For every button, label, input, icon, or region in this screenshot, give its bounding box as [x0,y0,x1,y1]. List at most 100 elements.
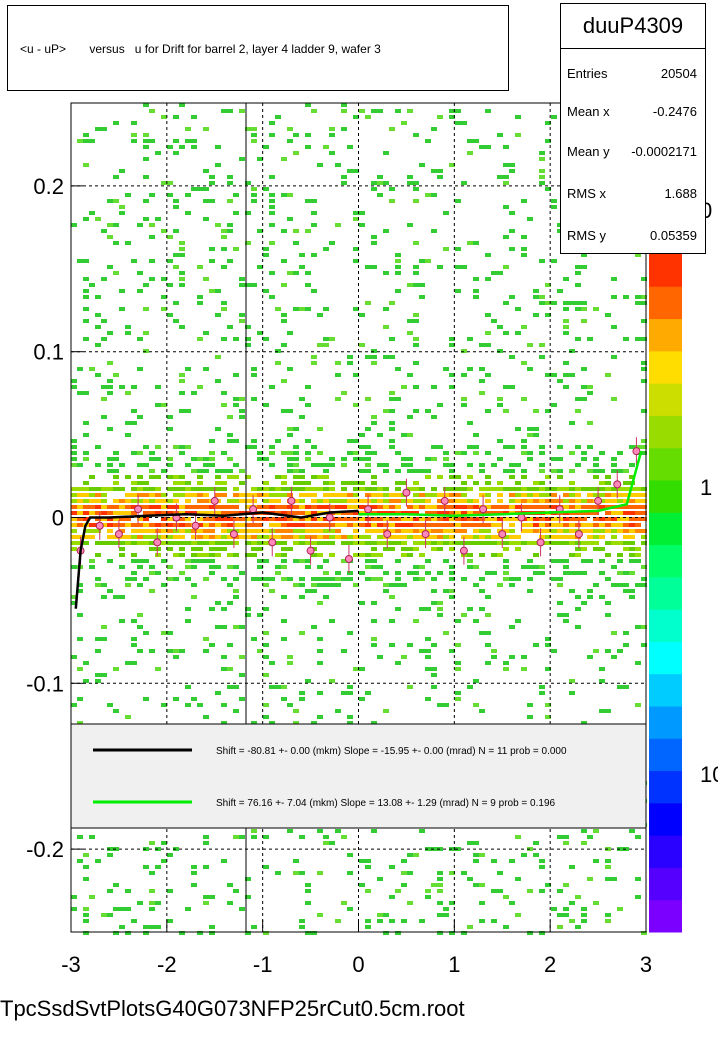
heatmap-cell [611,463,617,467]
heatmap-cell [353,523,359,527]
heatmap-cell [197,703,203,707]
heatmap-cell [215,493,221,497]
heatmap-cell [215,523,221,527]
heatmap-cell [299,835,305,839]
heatmap-cell [317,601,323,605]
heatmap-cell [125,907,131,911]
heatmap-cell [161,229,167,233]
heatmap-cell [557,835,563,839]
heatmap-cell [89,523,95,527]
heatmap-cell [497,487,503,491]
heatmap-cell [227,685,233,689]
heatmap-cell [323,523,329,527]
heatmap-cell [227,499,233,503]
heatmap-cell [359,535,365,539]
heatmap-cell [263,631,269,635]
heatmap-cell [557,541,563,545]
heatmap-cell [383,271,389,275]
heatmap-cell [143,133,149,137]
heatmap-cell [203,487,209,491]
heatmap-cell [83,535,89,539]
heatmap-cell [371,601,377,605]
heatmap-cell [329,127,335,131]
heatmap-cell [395,367,401,371]
heatmap-cell [239,109,245,113]
heatmap-cell [239,481,245,485]
heatmap-cell [191,583,197,587]
heatmap-cell [629,553,635,557]
heatmap-cell [179,271,185,275]
heatmap-cell [167,523,173,527]
heatmap-cell [311,721,317,725]
heatmap-cell [395,451,401,455]
heatmap-cell [149,841,155,845]
heatmap-cell [437,703,443,707]
x-tick-label: 3 [640,952,652,977]
heatmap-cell [71,379,77,383]
heatmap-cell [563,907,569,911]
heatmap-cell [347,691,353,695]
heatmap-cell [191,865,197,869]
heatmap-cell [569,691,575,695]
heatmap-cell [167,631,173,635]
heatmap-cell [551,259,557,263]
heatmap-cell [527,433,533,437]
heatmap-cell [251,283,257,287]
heatmap-cell [227,883,233,887]
heatmap-cell [377,655,383,659]
heatmap-cell [227,229,233,233]
heatmap-cell [269,589,275,593]
heatmap-cell [455,487,461,491]
heatmap-cell [143,463,149,467]
heatmap-cell [161,841,167,845]
heatmap-cell [353,247,359,251]
heatmap-cell [449,463,455,467]
heatmap-cell [107,853,113,857]
heatmap-cell [491,517,497,521]
heatmap-cell [155,667,161,671]
heatmap-cell [581,913,587,917]
heatmap-cell [641,367,647,371]
heatmap-cell [503,175,509,179]
heatmap-cell [359,445,365,449]
heatmap-cell [251,193,257,197]
heatmap-cell [107,457,113,461]
heatmap-cell [185,193,191,197]
heatmap-cell [533,487,539,491]
heatmap-cell [593,901,599,905]
heatmap-cell [203,499,209,503]
heatmap-cell [125,241,131,245]
heatmap-cell [173,499,179,503]
heatmap-cell [215,535,221,539]
heatmap-cell [425,457,431,461]
heatmap-cell [107,535,113,539]
heatmap-cell [77,139,83,143]
heatmap-cell [485,487,491,491]
heatmap-cell [83,511,89,515]
heatmap-cell [143,631,149,635]
heatmap-cell [425,259,431,263]
heatmap-cell [119,499,125,503]
heatmap-cell [329,619,335,623]
heatmap-cell [461,397,467,401]
heatmap-cell [407,505,413,509]
heatmap-cell [563,883,569,887]
heatmap-cell [503,505,509,509]
heatmap-cell [413,313,419,317]
heatmap-cell [113,499,119,503]
heatmap-cell [509,901,515,905]
heatmap-cell [155,865,161,869]
heatmap-cell [551,457,557,461]
heatmap-cell [539,529,545,533]
heatmap-cell [575,487,581,491]
heatmap-cell [281,313,287,317]
heatmap-cell [239,835,245,839]
heatmap-cell [407,487,413,491]
heatmap-cell [185,541,191,545]
heatmap-cell [473,529,479,533]
x-tick-label: 0 [352,952,364,977]
heatmap-cell [143,697,149,701]
heatmap-cell [215,487,221,491]
heatmap-cell [467,487,473,491]
heatmap-cell [611,325,617,329]
